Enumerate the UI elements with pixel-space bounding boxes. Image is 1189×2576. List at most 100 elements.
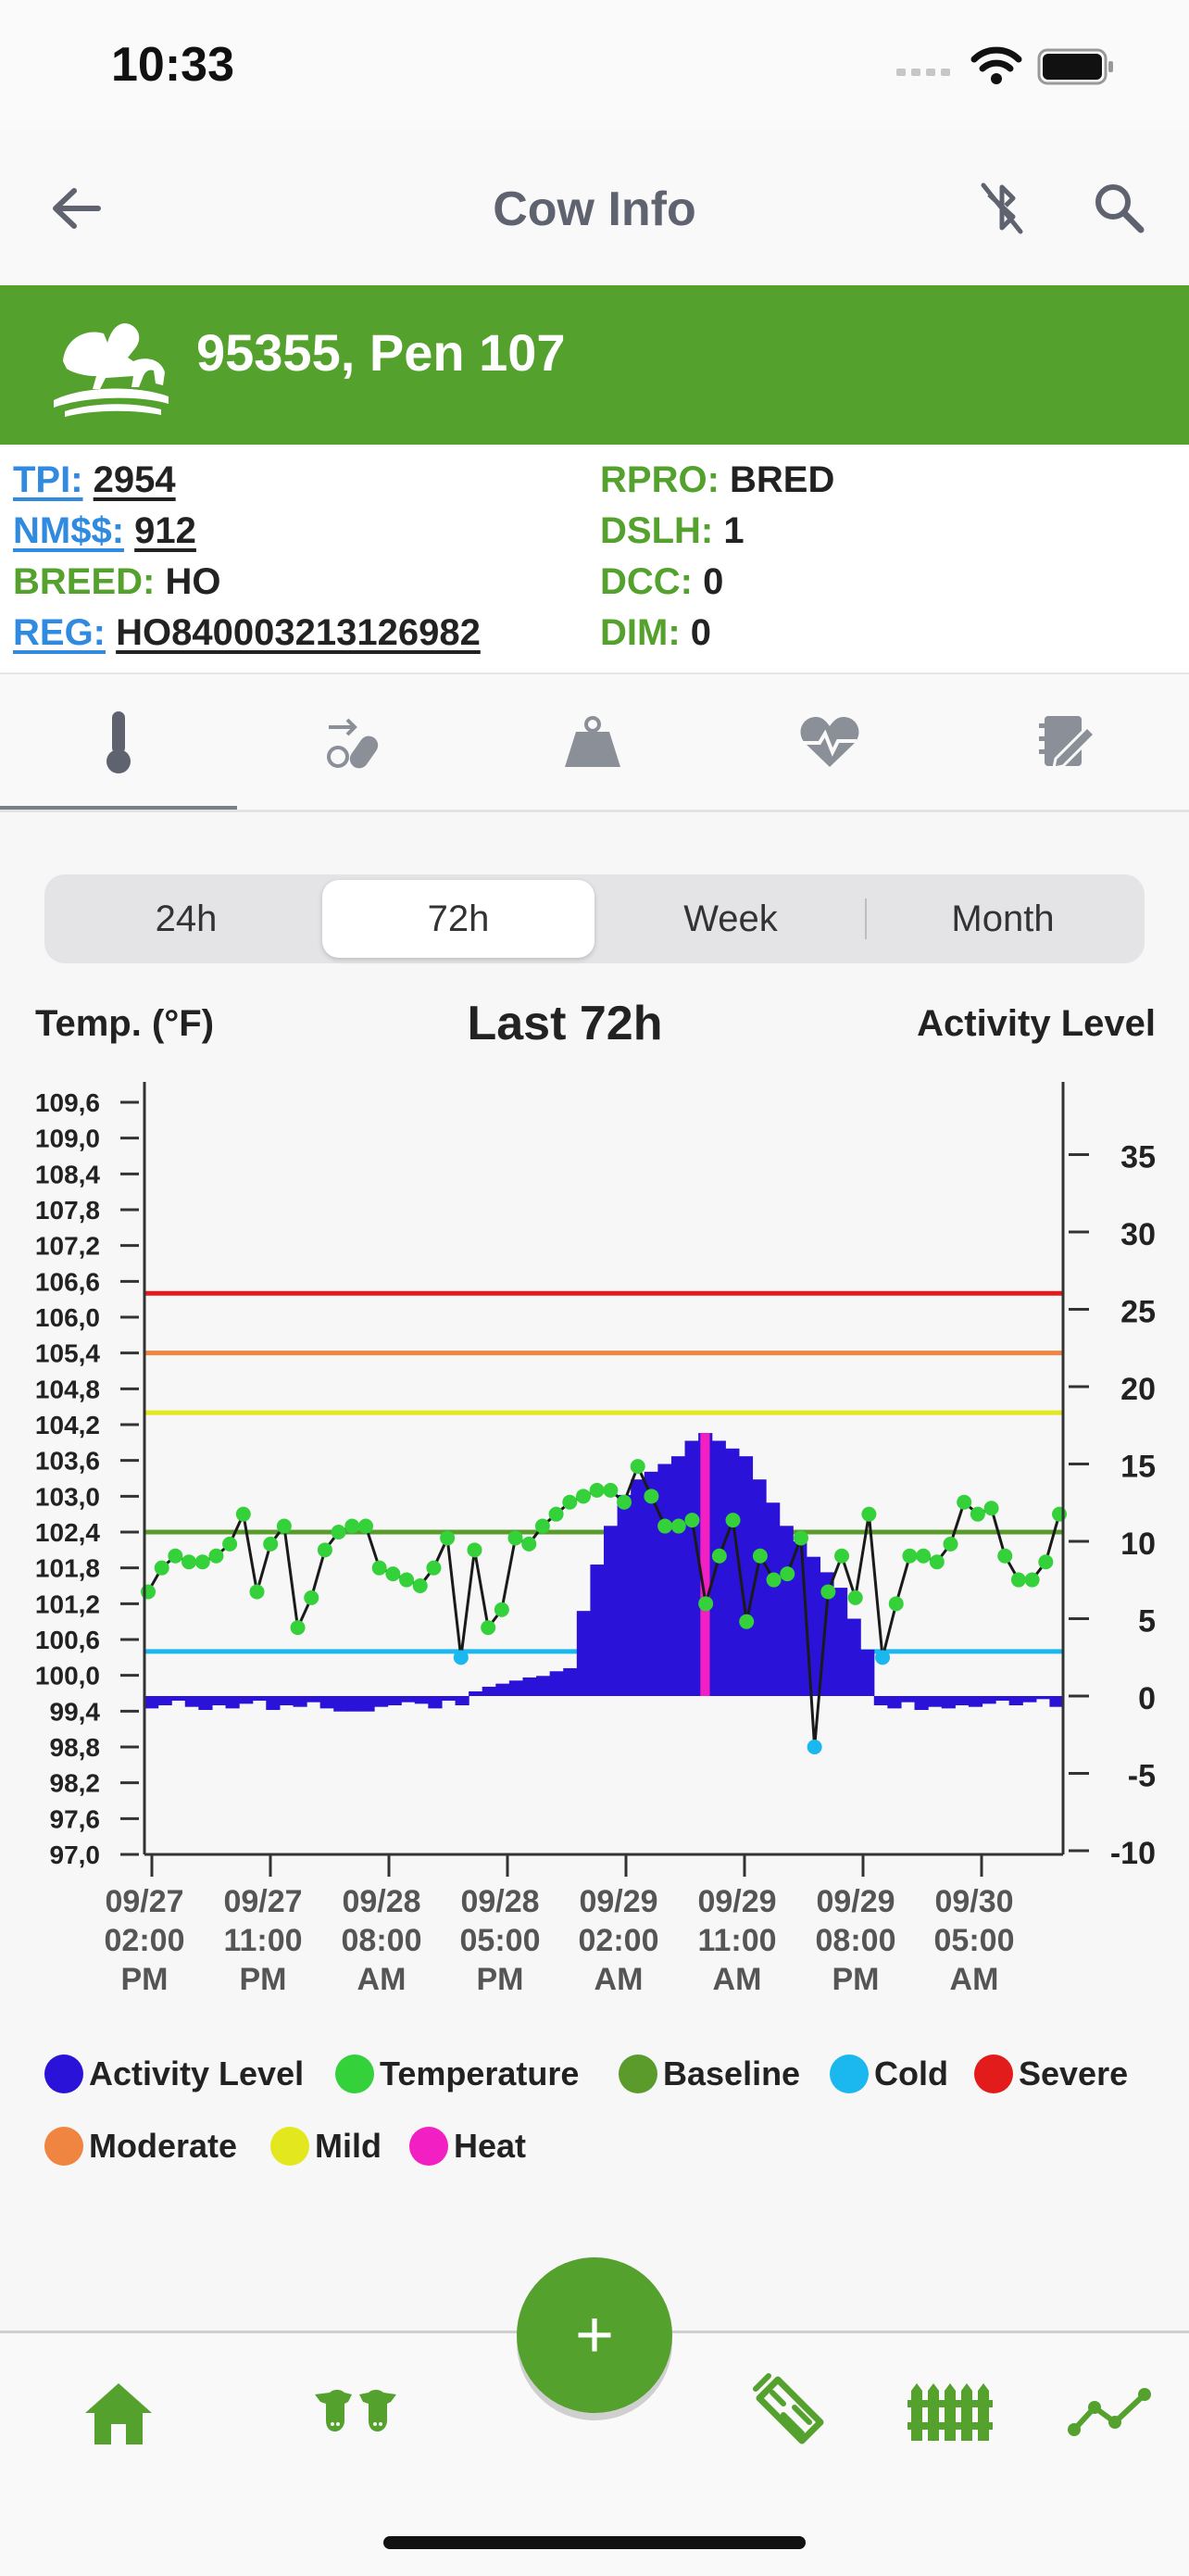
tab-treatments[interactable] [237,674,474,810]
temperature-point [780,1566,795,1582]
activity-bar [982,1696,996,1704]
activity-bar [752,1479,767,1696]
x-tick-label: 11:00 [223,1923,302,1958]
add-button[interactable]: + [517,2257,672,2413]
y-left-tick-label: 98,8 [50,1733,101,1762]
legend-activity: Activity Level [44,2055,304,2093]
x-tick-label: PM [832,1962,880,1997]
temperature-point [575,1489,591,1504]
legend-dot-heat [409,2127,448,2166]
temperature-point [276,1518,292,1534]
y-right-tick-label: -5 [1128,1759,1156,1794]
thermometer-icon [106,711,131,773]
tab-weight[interactable] [474,674,711,810]
activity-bar [968,1696,983,1707]
temperature-point [902,1548,918,1564]
activity-bar [144,1696,159,1709]
pen-fence-icon[interactable] [907,2380,993,2444]
cow-logo-icon [54,323,169,417]
range-week[interactable]: Week [683,898,778,939]
activity-bar [941,1696,956,1709]
status-bar: 10:33 [0,0,1189,130]
heart-pulse-icon [800,717,859,767]
bluetooth-off-icon[interactable] [978,178,1026,237]
activity-bar [508,1680,524,1696]
legend-cold: Cold [830,2055,948,2093]
search-icon[interactable] [1093,182,1145,233]
temperature-point [208,1548,224,1564]
temperature-activity-chart: 109,6 109,0 108,4 107,8 107,2 106,6 106,0 105,4… [35,1082,1156,1997]
temperature-point [970,1506,985,1522]
temperature-point [766,1572,782,1588]
y-left-tick-label: 105,4 [35,1339,100,1368]
x-tick-label: 02:00 [579,1923,659,1958]
activity-bar [860,1649,875,1696]
range-72h[interactable]: 72h [322,880,594,958]
range-selector: 24h 72h Week Month [44,874,1145,963]
temperature-point [494,1602,509,1617]
activity-bar [995,1696,1010,1702]
x-tick-label: 09/28 [342,1884,420,1919]
temperature-point [820,1584,836,1600]
tpi-label[interactable]: TPI: [13,459,83,500]
activity-bar [914,1696,929,1711]
nm-row[interactable]: NM$$: 912 [13,510,196,552]
temperature-point [235,1506,251,1522]
activity-bar [319,1696,334,1709]
cow-header: 95355, Pen 107 [0,285,1189,445]
dim-label: DIM: [600,612,681,653]
activity-bar [360,1696,375,1712]
tag-icon[interactable] [750,2370,828,2448]
back-arrow-icon[interactable] [50,185,102,232]
activity-bar [711,1440,726,1696]
legend-dot-activity [44,2055,83,2093]
temperature-point [263,1536,279,1552]
app-bar: Cow Info [0,130,1189,287]
dslh-row: DSLH: 1 [600,510,745,552]
x-tick-label: AM [950,1962,999,1997]
activity-bar [955,1696,970,1706]
activity-bar [401,1696,416,1703]
x-tick-label: 09/29 [579,1884,657,1919]
tab-health[interactable] [711,674,948,810]
activity-bar [495,1683,510,1696]
temperature-point [617,1494,632,1510]
legend-label-activity: Activity Level [89,2055,305,2092]
activity-bar [293,1696,307,1707]
legend-dot-baseline [619,2055,657,2093]
activity-bar [617,1494,632,1696]
y-left-tick-label: 109,6 [35,1088,100,1117]
page-title: Cow Info [493,182,696,236]
tpi-row[interactable]: TPI: 2954 [13,459,176,501]
trend-chart-icon[interactable] [1067,2387,1152,2439]
temperature-point [548,1506,564,1522]
temperature-point [711,1548,727,1564]
dim-row: DIM: 0 [600,612,711,654]
home-icon[interactable] [81,2380,156,2446]
legend-label-cold: Cold [874,2055,948,2092]
x-tick-label: PM [477,1962,524,1997]
reg-row[interactable]: REG: HO840003213126982 [13,612,481,654]
temperature-point [875,1650,891,1665]
dslh-value: 1 [723,510,745,551]
activity-bar [522,1677,537,1696]
breed-value: HO [165,561,221,602]
y-left-tick-label: 107,2 [35,1232,100,1261]
dim-value: 0 [690,612,712,653]
range-month[interactable]: Month [951,898,1055,939]
reg-value[interactable]: HO840003213126982 [116,612,481,653]
tpi-value[interactable]: 2954 [93,459,176,500]
reg-label[interactable]: REG: [13,612,106,653]
activity-bar [157,1696,172,1706]
nm-label[interactable]: NM$$: [13,510,125,551]
range-24h[interactable]: 24h [155,898,218,939]
activity-bar [563,1667,578,1696]
tab-notes[interactable] [948,674,1185,810]
activity-bar [198,1696,213,1711]
cows-icon[interactable] [311,2385,400,2437]
tab-temperature[interactable] [0,674,237,810]
activity-bar [374,1696,389,1707]
nm-value[interactable]: 912 [134,510,196,551]
activity-bar [873,1696,888,1706]
x-tick-label: 09/29 [697,1884,776,1919]
